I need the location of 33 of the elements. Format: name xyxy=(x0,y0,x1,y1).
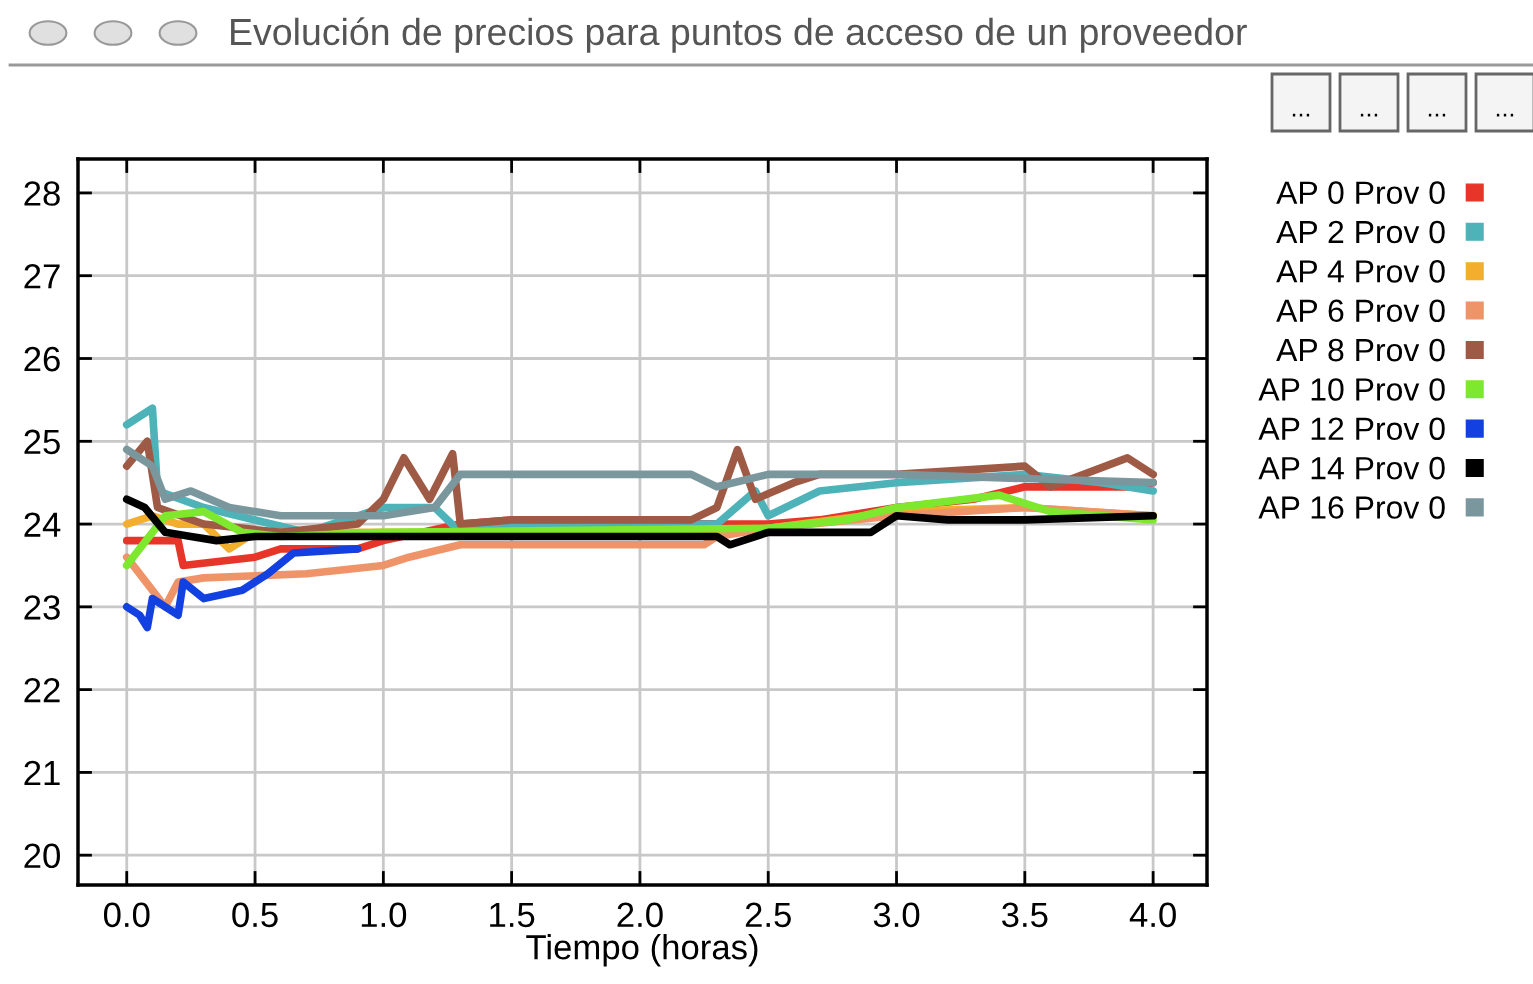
legend-label: AP 16 Prov 0 xyxy=(1258,496,1445,519)
x-tick-label: 0.5 xyxy=(232,902,278,928)
x-tick-label: 4.0 xyxy=(1129,902,1176,928)
x-tick-label: 2.5 xyxy=(745,902,791,928)
x-tick-label: 3.5 xyxy=(1002,902,1048,928)
legend-label: AP 4 Prov 0 xyxy=(1276,260,1445,283)
legend-label: AP 0 Prov 0 xyxy=(1276,181,1445,204)
legend-label: AP 6 Prov 0 xyxy=(1276,299,1445,323)
legend-label: AP 2 Prov 0 xyxy=(1276,220,1445,244)
text: ... xyxy=(1496,113,1514,117)
y-tick-label: 25 xyxy=(24,429,60,455)
text: ... xyxy=(1292,113,1310,117)
y-tick-label: 27 xyxy=(24,264,60,289)
y-tick-label: 26 xyxy=(24,346,60,372)
legend-label: AP 12 Prov 0 xyxy=(1258,417,1445,441)
x-tick-label: 1.5 xyxy=(490,902,535,928)
x-tick-label: 1.0 xyxy=(361,902,407,928)
y-tick-label: 20 xyxy=(24,843,60,869)
x-axis-title: Tiempo (horas) xyxy=(526,934,758,967)
x-tick-label: 0.0 xyxy=(103,902,150,928)
y-tick-label: 22 xyxy=(24,677,60,703)
y-tick-label: 24 xyxy=(24,512,61,537)
legend-label: AP 8 Prov 0 xyxy=(1276,338,1445,362)
y-tick-label: 23 xyxy=(24,595,60,620)
legend-label: AP 10 Prov 0 xyxy=(1258,378,1445,401)
y-tick-label: 21 xyxy=(24,760,60,785)
text: ... xyxy=(1428,113,1446,117)
text: ... xyxy=(1360,113,1378,117)
y-tick-label: 28 xyxy=(24,181,60,206)
chart-title: Evolución de precios para puntos de acceso de un proveedor xyxy=(231,17,1247,53)
x-tick-label: 2.0 xyxy=(617,902,663,928)
x-tick-label: 3.0 xyxy=(873,902,920,928)
legend-label: AP 14 Prov 0 xyxy=(1258,456,1445,480)
